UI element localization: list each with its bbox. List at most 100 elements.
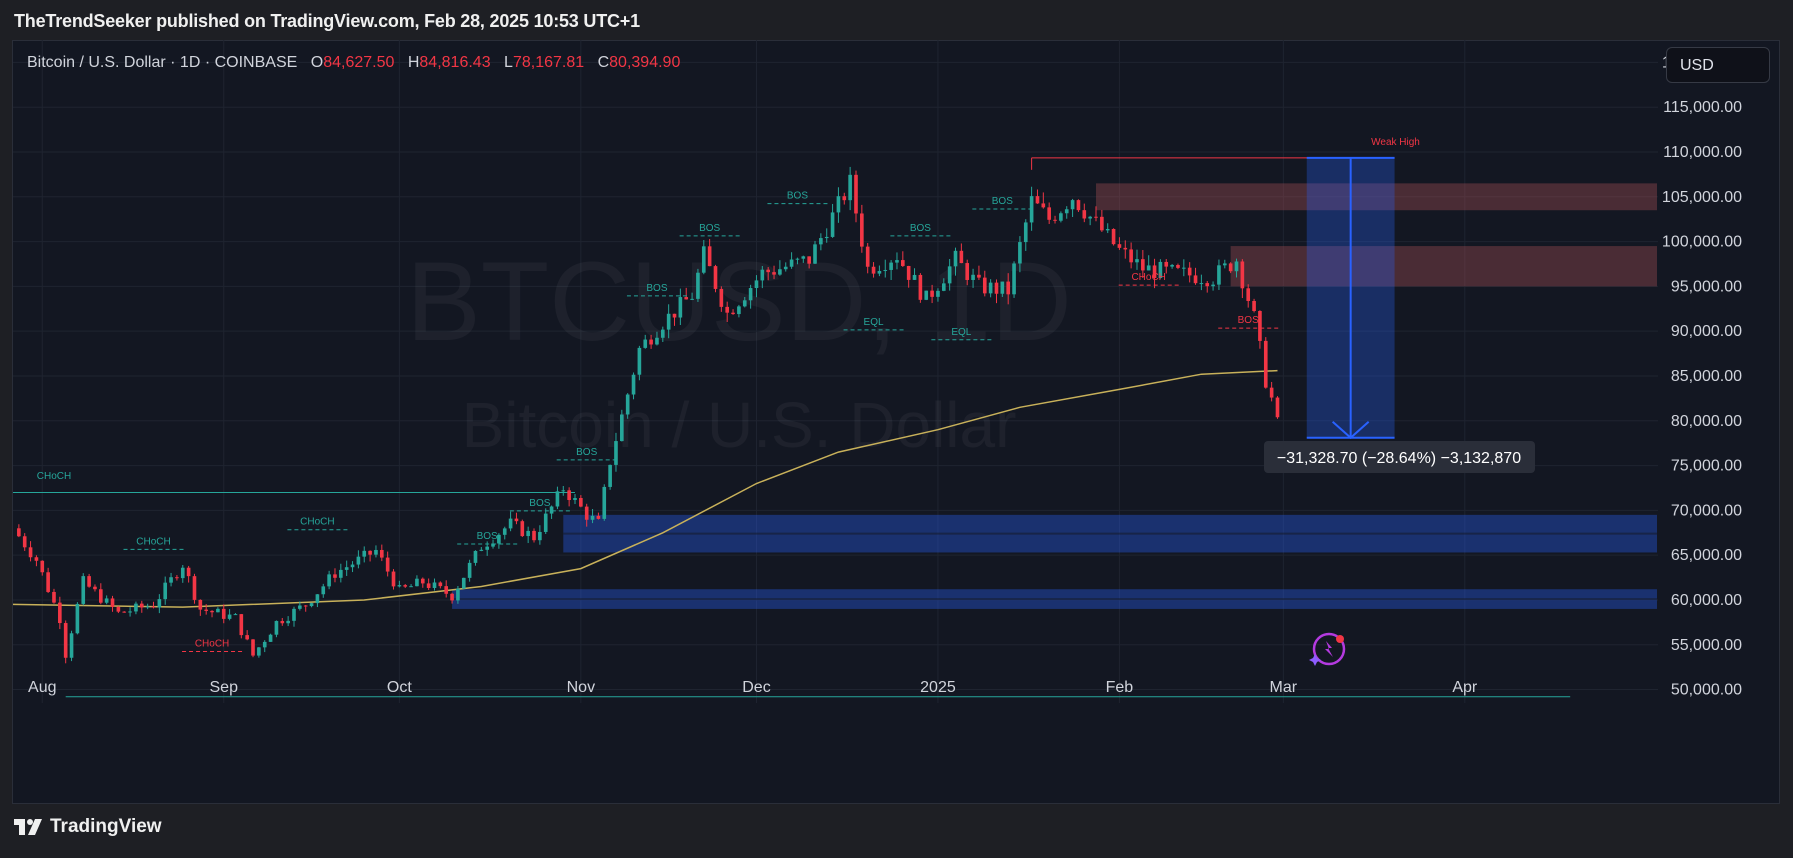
candle-body — [467, 562, 472, 578]
candle — [988, 279, 993, 298]
x-tick-label: Mar — [1270, 679, 1298, 696]
low-value: 78,167.81 — [512, 54, 585, 71]
candle-body — [1082, 210, 1087, 219]
candle — [426, 578, 431, 591]
candle-body — [1141, 259, 1145, 271]
candle — [391, 569, 396, 590]
candle-body — [1182, 267, 1186, 269]
y-tick-label: 70,000.00 — [1671, 502, 1742, 519]
candle — [690, 292, 694, 301]
candle — [1111, 228, 1116, 246]
candle-body — [1222, 263, 1227, 266]
candle — [936, 288, 940, 302]
candle-body — [104, 598, 109, 603]
candle-body — [1263, 340, 1268, 388]
candle-body — [772, 272, 776, 275]
candle — [292, 606, 296, 627]
candle — [901, 251, 905, 267]
candle — [63, 620, 68, 664]
candle — [994, 279, 999, 304]
candle-body — [52, 591, 56, 603]
candle — [590, 509, 595, 524]
candle — [456, 585, 460, 604]
candle — [561, 485, 566, 496]
candle-body — [145, 606, 150, 608]
candle-body — [666, 313, 671, 330]
candle-body — [98, 589, 103, 603]
candle-body — [69, 633, 74, 658]
candle-body — [1088, 216, 1092, 219]
y-tick-label: 65,000.00 — [1671, 547, 1742, 564]
candle-body — [877, 270, 882, 274]
chart-frame[interactable] — [12, 40, 1780, 804]
candle-body — [590, 515, 595, 520]
candle-body — [1158, 261, 1163, 278]
candle — [438, 581, 443, 589]
candle-body — [1199, 283, 1204, 285]
candle-body — [1094, 216, 1098, 218]
candle — [116, 606, 121, 614]
candle-body — [46, 572, 50, 592]
candle-body — [918, 274, 923, 300]
candle — [672, 313, 677, 326]
candle-body — [754, 280, 759, 289]
x-tick-label: Feb — [1106, 679, 1134, 696]
candle — [1193, 267, 1198, 285]
candle — [1199, 274, 1204, 291]
candle — [836, 187, 841, 223]
candle — [69, 630, 74, 662]
price-chart[interactable]: BTCUSD, 1D Bitcoin / U.S. Dollar Weak Hi… — [12, 40, 1780, 804]
candle — [649, 334, 653, 349]
candle — [245, 630, 249, 641]
symbol-title[interactable]: Bitcoin / U.S. Dollar · 1D · COINBASE — [27, 54, 298, 71]
x-tick-label: Apr — [1452, 679, 1478, 696]
candle — [1217, 259, 1221, 290]
candle-body — [81, 576, 86, 604]
candle-body — [865, 246, 870, 267]
candle-body — [1000, 281, 1005, 294]
candle — [280, 617, 285, 626]
candle — [819, 233, 823, 251]
ohlc-legend: Bitcoin / U.S. Dollar · 1D · COINBASE O8… — [27, 54, 680, 72]
candle — [947, 258, 952, 291]
candle — [321, 583, 326, 598]
candle — [660, 326, 665, 343]
candle-body — [731, 312, 735, 315]
candle-body — [356, 556, 361, 565]
tradingview-logo[interactable]: TradingView — [14, 816, 162, 838]
candle — [186, 565, 191, 583]
currency-button[interactable]: USD — [1666, 47, 1770, 83]
candle-body — [309, 603, 314, 607]
candle — [602, 484, 607, 521]
candle-body — [848, 174, 852, 201]
candle-body — [538, 531, 542, 541]
candle — [210, 610, 214, 618]
candle — [737, 304, 741, 318]
candle-body — [1012, 263, 1016, 295]
candle — [98, 583, 103, 605]
x-tick-label: Dec — [742, 679, 770, 696]
candle-body — [491, 543, 495, 547]
high-label: H — [407, 54, 420, 71]
candle — [573, 493, 577, 505]
candle — [403, 583, 408, 588]
candle — [374, 545, 378, 558]
candle — [268, 633, 273, 642]
candle — [169, 572, 173, 587]
candle — [473, 550, 478, 566]
candle — [180, 565, 185, 583]
candle-body — [210, 610, 214, 613]
candle — [801, 255, 806, 263]
candle — [1006, 273, 1011, 305]
candle-body — [930, 290, 934, 297]
candle — [163, 576, 168, 605]
candle-body — [561, 490, 566, 492]
candle-body — [134, 603, 138, 612]
candle — [614, 432, 618, 472]
structure-label: EQL — [864, 317, 884, 328]
candle — [567, 487, 571, 507]
candle-body — [350, 564, 355, 568]
candle-body — [502, 528, 507, 535]
candle-body — [75, 603, 80, 634]
candle — [257, 646, 261, 658]
